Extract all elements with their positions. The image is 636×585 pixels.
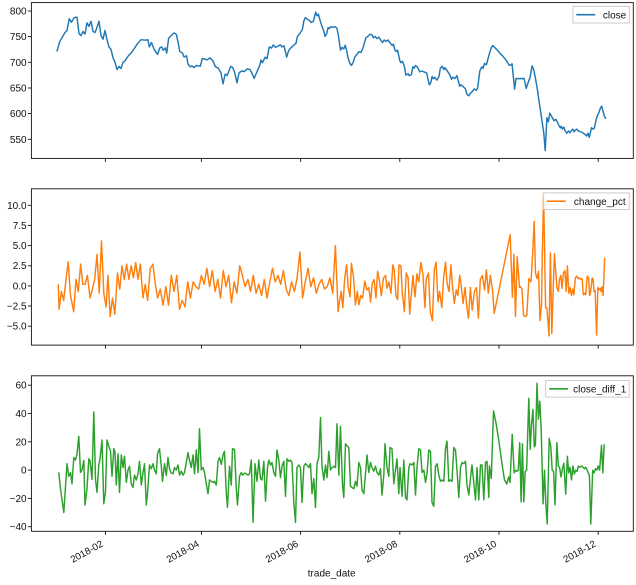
svg-text:0: 0: [21, 466, 27, 477]
svg-text:10.0: 10.0: [7, 201, 27, 212]
svg-text:7.5: 7.5: [13, 221, 27, 232]
svg-text:800: 800: [10, 7, 27, 18]
svg-text:−20: −20: [10, 494, 27, 505]
svg-text:−40: −40: [10, 522, 27, 533]
svg-text:close: close: [603, 10, 627, 21]
svg-text:650: 650: [10, 84, 27, 95]
svg-text:700: 700: [10, 58, 27, 69]
svg-text:−5.0: −5.0: [7, 322, 27, 333]
svg-text:close_diff_1: close_diff_1: [573, 384, 627, 395]
svg-text:550: 550: [10, 135, 27, 146]
svg-text:750: 750: [10, 32, 27, 43]
svg-text:600: 600: [10, 109, 27, 120]
svg-text:60: 60: [15, 381, 27, 392]
svg-text:20: 20: [15, 437, 27, 448]
svg-text:5.0: 5.0: [13, 241, 27, 252]
svg-text:2.5: 2.5: [13, 261, 27, 272]
svg-text:−2.5: −2.5: [7, 302, 27, 313]
svg-text:change_pct: change_pct: [574, 197, 626, 208]
svg-text:trade_date: trade_date: [308, 569, 356, 580]
svg-text:40: 40: [15, 409, 27, 420]
svg-text:0.0: 0.0: [13, 281, 27, 292]
